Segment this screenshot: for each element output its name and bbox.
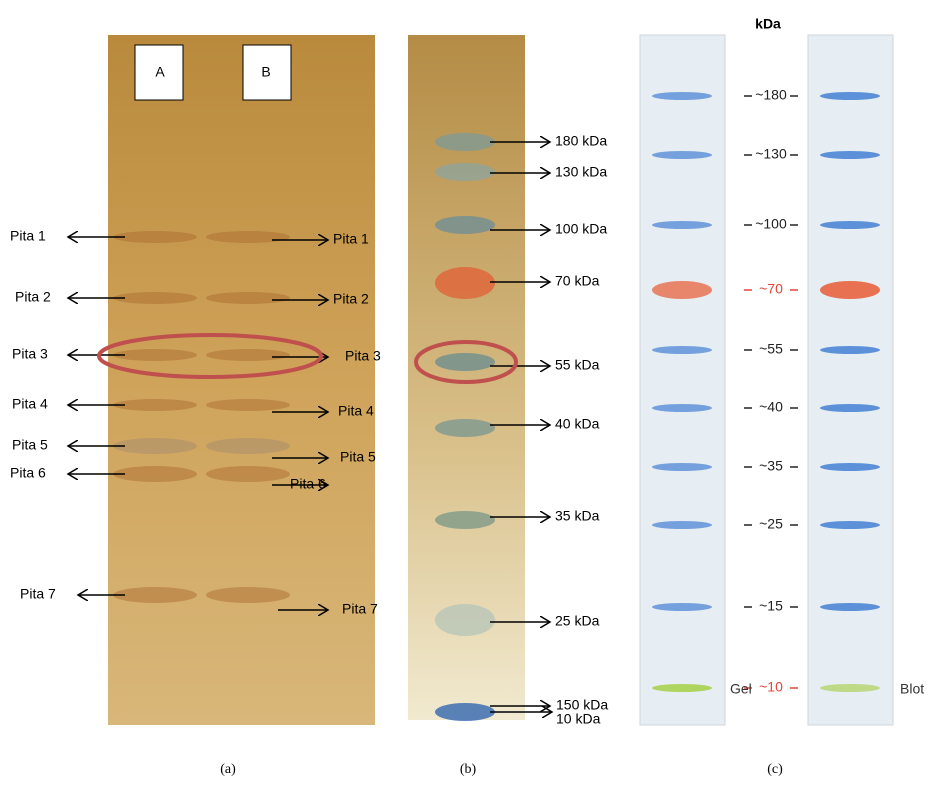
lane-name: Blot [900, 681, 924, 697]
left-label: Pita 1 [10, 228, 46, 244]
band [820, 404, 880, 412]
band [435, 133, 495, 151]
band [820, 346, 880, 354]
band [435, 163, 495, 181]
band [652, 463, 712, 471]
band [435, 604, 495, 636]
ladder-label: ~70 [759, 281, 783, 297]
right-label: Pita 4 [338, 403, 374, 419]
band [652, 221, 712, 229]
unit-label: kDa [755, 16, 781, 32]
lane-label: A [155, 64, 165, 80]
ladder-label: ~35 [759, 458, 783, 474]
left-label: Pita 6 [10, 465, 46, 481]
band [820, 684, 880, 692]
highlight [414, 340, 518, 384]
band [113, 292, 197, 304]
marker-label: 100 kDa [555, 221, 607, 237]
ladder-label: ~100 [755, 216, 787, 232]
band [820, 221, 880, 229]
band [113, 399, 197, 411]
band [652, 404, 712, 412]
band [206, 438, 290, 454]
band [820, 92, 880, 100]
band [820, 281, 880, 299]
band [435, 353, 495, 371]
marker-label: 130 kDa [555, 164, 607, 180]
band [652, 281, 712, 299]
right-label: Pita 3 [345, 348, 381, 364]
band [113, 231, 197, 243]
left-label: Pita 4 [12, 396, 48, 412]
gel-a [108, 35, 375, 725]
band [113, 587, 197, 603]
caption: (c) [767, 762, 783, 777]
ladder-label: ~180 [755, 87, 787, 103]
band [652, 346, 712, 354]
caption: (a) [220, 762, 236, 777]
marker-label: 40 kDa [555, 416, 600, 432]
band [206, 292, 290, 304]
marker-label: 180 kDa [555, 133, 607, 149]
marker-label: 70 kDa [555, 273, 600, 289]
band [435, 511, 495, 529]
ladder-label: ~40 [759, 399, 783, 415]
band [652, 684, 712, 692]
marker-label: 35 kDa [555, 508, 600, 524]
band [435, 419, 495, 437]
ladder-label: ~25 [759, 516, 783, 532]
marker-label: 10 kDa [556, 711, 601, 727]
left-label: Pita 5 [12, 437, 48, 453]
band [820, 603, 880, 611]
marker-label: 55 kDa [555, 357, 600, 373]
lane-label: B [261, 64, 270, 80]
right-label: Pita 1 [333, 231, 369, 247]
band [435, 703, 495, 721]
lane-name: Gel [730, 681, 752, 697]
band [206, 231, 290, 243]
band [820, 521, 880, 529]
marker-label: 150 kDa [556, 697, 608, 713]
right-label: Pita 5 [340, 449, 376, 465]
band [435, 216, 495, 234]
band [206, 399, 290, 411]
band [113, 466, 197, 482]
band [820, 151, 880, 159]
band [206, 587, 290, 603]
lane-box [242, 44, 292, 101]
band [652, 151, 712, 159]
ladder-blot [807, 34, 894, 726]
band [652, 92, 712, 100]
band [206, 349, 290, 361]
left-label: Pita 7 [20, 586, 56, 602]
ladder-label: ~15 [759, 598, 783, 614]
band [652, 603, 712, 611]
ladder-label: ~55 [759, 341, 783, 357]
band [820, 463, 880, 471]
band [113, 349, 197, 361]
ladder-gel [639, 34, 726, 726]
band [113, 438, 197, 454]
band [435, 267, 495, 299]
band [206, 466, 290, 482]
marker-label: 25 kDa [555, 613, 600, 629]
ladder-label: ~10 [759, 679, 783, 695]
ladder-label: ~130 [755, 146, 787, 162]
right-label: Pita 6 [290, 476, 326, 492]
right-label: Pita 2 [333, 291, 369, 307]
highlight [97, 333, 323, 379]
caption: (b) [460, 762, 477, 777]
lane-box [134, 44, 184, 101]
left-label: Pita 2 [15, 289, 51, 305]
band [652, 521, 712, 529]
right-label: Pita 7 [342, 601, 378, 617]
left-label: Pita 3 [12, 346, 48, 362]
